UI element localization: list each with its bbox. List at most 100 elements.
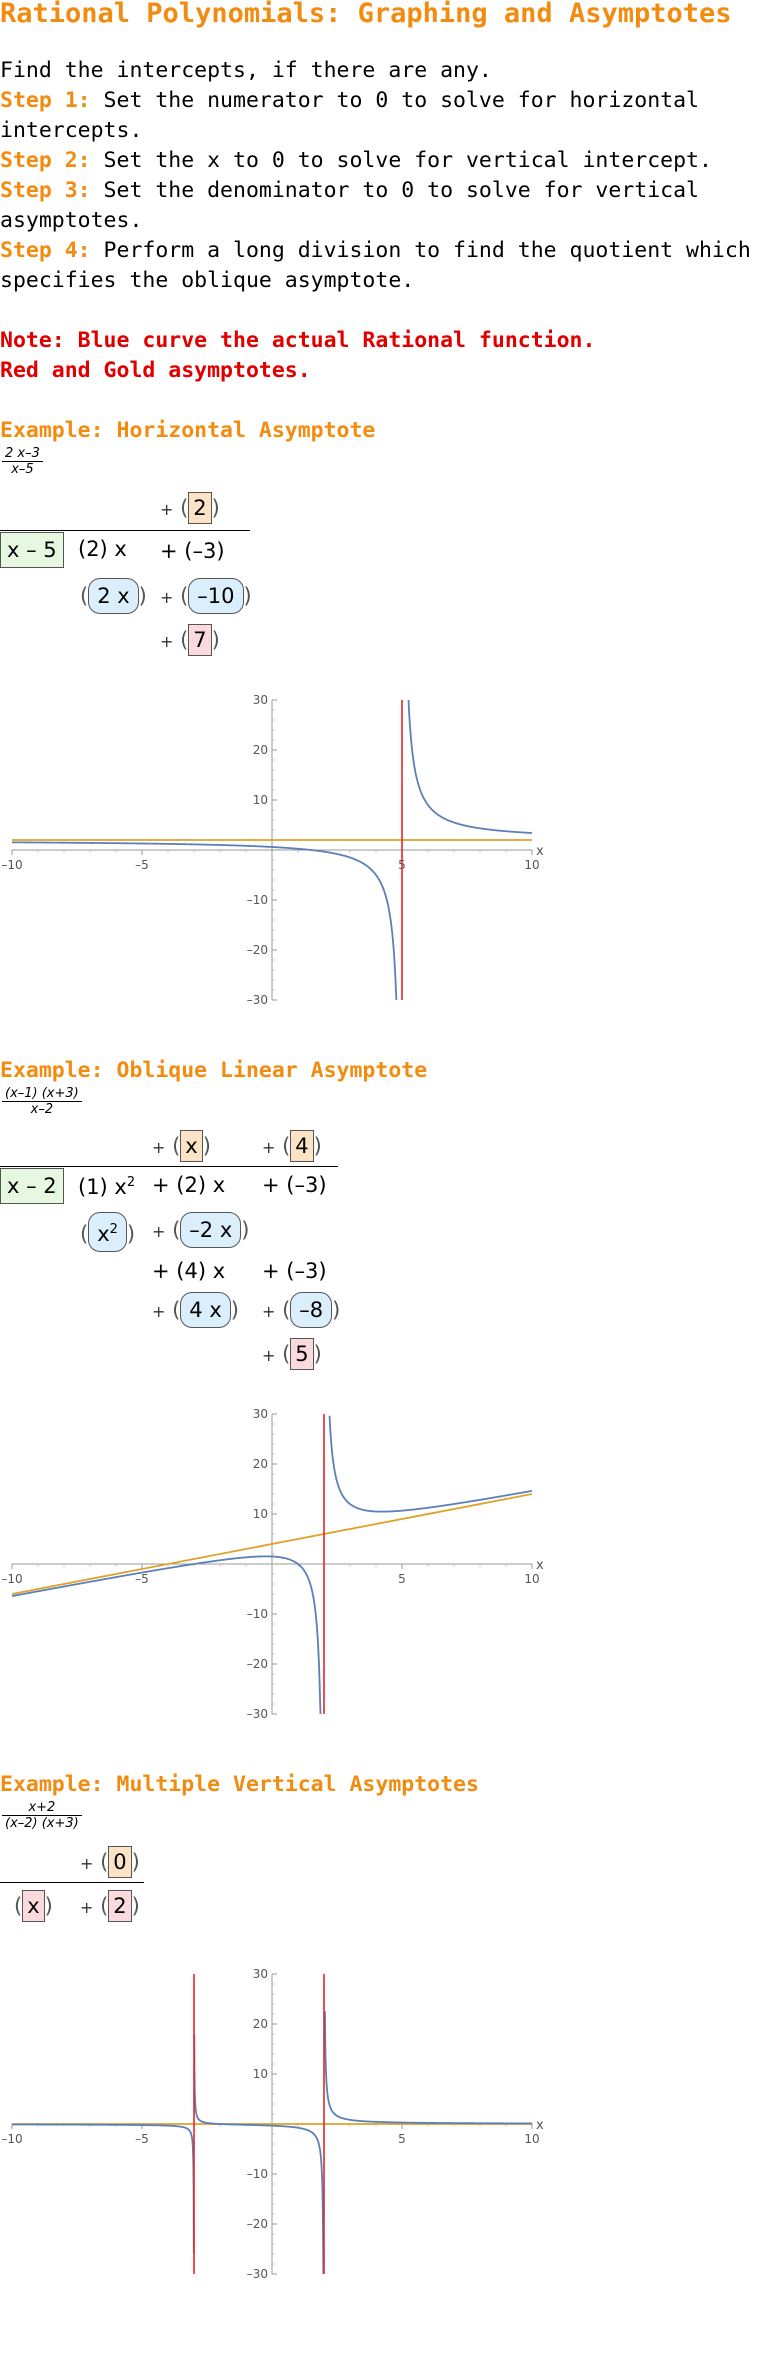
rational-function-curve [324,2011,532,2125]
y-tick-label: –20 [247,2217,268,2231]
x-axis-label: x [536,1558,544,1573]
step-label: Step 4: [0,238,91,263]
remainder: + (7) [160,624,220,657]
product-term: + (–10) [160,578,252,614]
step-text: Perform a long division to find the quot… [90,238,751,263]
rational-function-curve [12,2123,195,2254]
dividend-term: (2) x [78,537,127,561]
quotient-term: + (0) [80,1846,140,1879]
y-tick-label: 20 [253,1457,268,1471]
y-tick-label: 10 [253,1507,268,1521]
step-label: Step 1: [0,88,91,113]
step-1-cont: intercepts. [0,118,143,143]
x-tick-label: –10 [1,858,22,872]
chart-2: –10 –5 5 10 30 20 10 –10 –20 –30 x [1,1407,544,1721]
divisor: x – 2 [0,1168,64,1204]
numerator: 2 x–3 [2,446,43,462]
x-tick-label: –5 [135,858,149,872]
y-tick-label: –30 [247,993,268,1007]
y-tick-label: –10 [247,2167,268,2181]
numerator: (x–1) (x+3) [2,1086,82,1102]
division-bar [0,530,250,531]
x-tick-label: 10 [524,1572,539,1586]
y-tick-label: –30 [247,1707,268,1721]
rational-function-curve [328,1415,533,1513]
divisor: x – 5 [0,532,64,568]
divisor: (x) [14,1890,53,1922]
step-3-cont: asymptotes. [0,208,143,233]
step-text: Set the numerator to 0 to solve for hori… [90,88,699,113]
x-tick-label: 5 [398,1572,406,1586]
y-tick-label: 10 [253,2067,268,2081]
x-tick-label: –10 [1,1572,22,1586]
dividend-term: + (2) [80,1890,140,1923]
intro-text: Find the intercepts, if there are any. [0,58,492,83]
step-label: Step 3: [0,178,91,203]
x-tick-label: 10 [524,858,539,872]
quotient-term: + (4) [262,1130,322,1163]
rational-function-curve [407,699,533,834]
step-3: Step 3: Set the denominator to 0 to solv… [0,176,699,206]
division-bar [0,1166,338,1167]
subtotal-term: + (–3) [262,1259,327,1283]
product-term: + (–2 x) [152,1212,249,1248]
numerator: x+2 [2,1800,82,1816]
remainder: + (5) [262,1338,322,1371]
step-4-cont: specifies the oblique asymptote. [0,268,415,293]
note-line-1: Note: Blue curve the actual Rational fun… [0,328,596,353]
y-tick-label: 20 [253,2017,268,2031]
product-term: + (–8) [262,1292,340,1328]
y-tick-label: 30 [253,693,268,707]
x-tick-label: 10 [524,2132,539,2146]
example-heading: Example: Multiple Vertical Asymptotes [0,1772,479,1797]
step-label: Step 2: [0,148,91,173]
step-4: Step 4: Perform a long division to find … [0,236,751,266]
x-tick-label: –5 [135,1572,149,1586]
oblique-asymptote-line [11,1493,533,1595]
y-tick-label: –10 [247,1607,268,1621]
y-tick-label: –20 [247,1657,268,1671]
rational-function-curve [193,2034,325,2275]
y-tick-label: –30 [247,2267,268,2281]
y-tick-label: –20 [247,943,268,957]
product-term: + (4 x) [152,1292,239,1328]
chart-3: –10 –5 5 10 30 20 10 –10 –20 –30 x [1,1967,544,2281]
dividend-term: + (–3) [160,539,225,563]
y-tick-label: 10 [253,793,268,807]
rational-function-curve [11,1555,322,1715]
dividend-term: + (–3) [262,1173,327,1197]
x-tick-label: –10 [1,2132,22,2146]
rational-expression: x+2 (x–2) (x+3) [2,1800,82,1831]
rational-expression: (x–1) (x+3) x–2 [2,1086,82,1117]
y-tick-label: –10 [247,893,268,907]
rational-function-curve [11,841,398,1001]
denominator: (x–2) (x+3) [5,1816,79,1831]
step-text: Set the denominator to 0 to solve for ve… [90,178,699,203]
x-axis-label: x [536,844,544,859]
step-2: Step 2: Set the x to 0 to solve for vert… [0,146,712,176]
subtotal-term: + (4) x [152,1259,226,1283]
example-heading: Example: Horizontal Asymptote [0,418,376,443]
denominator: x–5 [11,462,34,477]
x-tick-label: –5 [135,2132,149,2146]
example-heading: Example: Oblique Linear Asymptote [0,1058,428,1083]
note-line-2: Red and Gold asymptotes. [0,358,311,383]
y-tick-label: 30 [253,1407,268,1421]
x-tick-label: 5 [398,2132,406,2146]
denominator: x–2 [30,1102,54,1117]
y-tick-label: 20 [253,743,268,757]
y-tick-label: 30 [253,1967,268,1981]
rational-expression: 2 x–3 x–5 [2,446,43,477]
quotient-term: + (x) [152,1130,211,1163]
product-term: (2 x) [80,578,147,614]
division-bar [0,1882,144,1883]
quotient-term: + (2) [160,492,220,525]
step-1: Step 1: Set the numerator to 0 to solve … [0,86,699,116]
dividend-term: + (2) x [152,1173,226,1197]
step-text: Set the x to 0 to solve for vertical int… [90,148,712,173]
dividend-term: (1) x2 [78,1175,136,1199]
x-axis-label: x [536,2118,544,2133]
page-title: Rational Polynomials: Graphing and Asymp… [0,0,732,29]
product-term: (x2) [80,1212,135,1252]
